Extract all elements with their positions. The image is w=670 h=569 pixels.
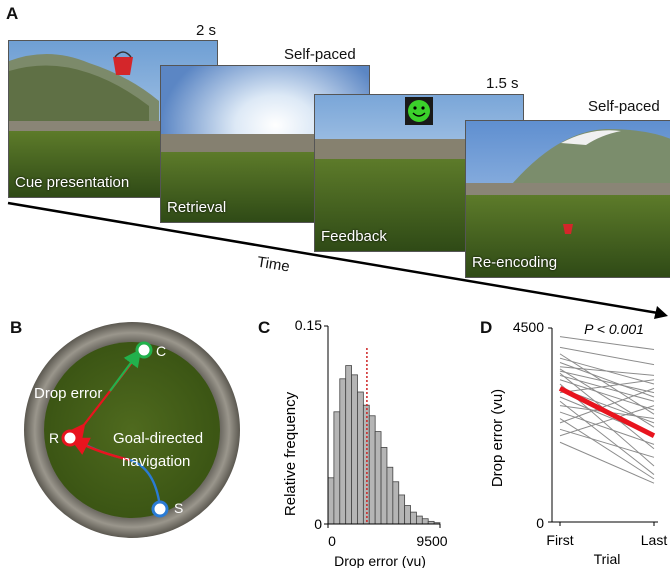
histogram-y-axis-label: Relative frequency [282, 391, 299, 516]
subject-line [559, 418, 655, 480]
subject-line [559, 353, 655, 415]
line-chart-x-tick-first: First [546, 532, 573, 548]
re-encoding-frame: Re-encoding [465, 120, 670, 278]
bucket-icon [113, 57, 133, 75]
histogram-bar [392, 481, 400, 525]
correct-point-label: C [156, 343, 167, 359]
drop-error-line-chart: Drop error (vu) 4500 0 P < 0.001 First L… [489, 319, 668, 567]
histogram-bar [345, 365, 352, 525]
subject-line [559, 441, 655, 484]
histogram-bar [374, 431, 382, 525]
histogram-x-tick-left: 0 [328, 533, 336, 549]
histogram-y-tick-bottom: 0 [314, 516, 322, 532]
subject-line [559, 336, 655, 351]
panel-letter-b: B [10, 318, 23, 337]
subject-line [559, 379, 655, 411]
histogram-bar [339, 378, 347, 525]
histogram-bar [357, 391, 364, 525]
duration-label-4: Self-paced [588, 98, 660, 115]
line-chart-y-tick-top: 4500 [513, 319, 544, 335]
mean-line [558, 386, 656, 439]
line-chart-y-tick-bottom: 0 [536, 515, 544, 531]
response-point-label: R [49, 430, 60, 446]
line-chart-x-tick-last: Last [641, 532, 668, 548]
histogram-bar [404, 505, 411, 525]
subject-line [559, 387, 655, 424]
panel-letter-a: A [6, 4, 19, 23]
subject-line [559, 400, 655, 475]
line-chart-y-axis-label: Drop error (vu) [489, 389, 506, 487]
histogram-bar [351, 374, 358, 525]
arena-diagram [24, 322, 240, 538]
histogram-bar [333, 411, 341, 525]
histogram-chart: Relative frequency 0.15 0 0 9500 Drop er… [282, 318, 448, 568]
retrieval-label: Retrieval [167, 199, 227, 216]
duration-label-3: 1.5 s [486, 75, 519, 92]
subject-line [559, 405, 655, 437]
navigation-label-line2: navigation [122, 453, 191, 470]
cue-presentation-label: Cue presentation [15, 174, 130, 191]
histogram-bar [380, 447, 388, 525]
histogram-bar [386, 466, 394, 525]
subject-line [559, 428, 655, 458]
feedback-label: Feedback [321, 228, 387, 245]
subject-line [559, 379, 655, 394]
histogram-bar [398, 494, 406, 525]
duration-label-1: 2 s [196, 22, 217, 39]
start-point-label: S [174, 500, 184, 516]
start-location-marker [151, 500, 169, 518]
panel-letter-c: C [258, 318, 271, 337]
correct-location-marker [135, 341, 153, 359]
panel-letter-d: D [480, 318, 493, 337]
histogram-bar [416, 515, 423, 525]
subject-line [559, 346, 655, 366]
navigation-label-line1: Goal-directed [113, 430, 204, 447]
histogram-y-tick-top: 0.15 [295, 318, 322, 333]
subject-line [559, 366, 655, 376]
time-arrow [7, 201, 668, 319]
duration-label-2: Self-paced [284, 46, 356, 63]
line-chart-x-axis-label: Trial [594, 551, 621, 567]
histogram-bar [421, 518, 429, 525]
histogram-bar [368, 415, 376, 525]
bucket-icon [563, 224, 573, 234]
re-encoding-label: Re-encoding [472, 254, 558, 271]
histogram-bar [410, 511, 417, 525]
histogram-x-axis-label: Drop error (vu) [334, 553, 426, 568]
line-chart-title: P < 0.001 [584, 321, 644, 337]
subject-line [559, 374, 655, 402]
histogram-x-tick-right: 9500 [416, 533, 447, 549]
re-encoding-scene [466, 121, 670, 277]
drop-error-label: Drop error [34, 385, 103, 402]
response-location-marker [61, 429, 79, 447]
subject-line [559, 370, 655, 394]
histogram-bar [327, 477, 335, 525]
